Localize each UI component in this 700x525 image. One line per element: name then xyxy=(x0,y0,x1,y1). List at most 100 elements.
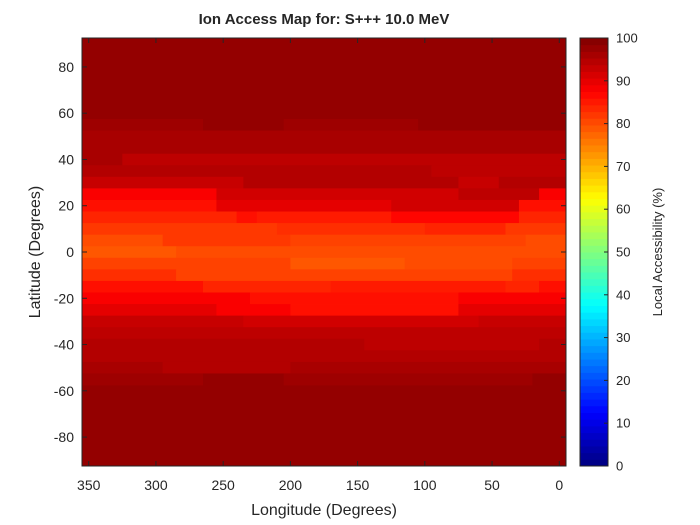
heatmap-cell xyxy=(518,211,567,224)
heatmap-cell xyxy=(162,234,238,247)
colorbar-swatch xyxy=(580,84,608,92)
heatmap-cell xyxy=(290,257,406,270)
heatmap-cell xyxy=(162,361,291,374)
colorbar-swatch xyxy=(580,305,608,313)
heatmap-cell xyxy=(283,118,419,131)
heatmap-cell xyxy=(82,234,164,247)
colorbar-swatch xyxy=(580,285,608,293)
heatmap-cell xyxy=(518,199,567,212)
colorbar-swatch xyxy=(580,198,608,206)
heatmap-cell xyxy=(458,176,500,189)
heatmap-cell xyxy=(82,338,365,351)
x-tick-label: 50 xyxy=(484,477,500,493)
colorbar-swatch xyxy=(580,345,608,353)
heatmap-cell xyxy=(256,211,392,224)
colorbar-swatch xyxy=(580,352,608,360)
colorbar-swatch xyxy=(580,211,608,220)
colorbar-swatch xyxy=(580,238,608,246)
colorbar-swatch xyxy=(580,71,608,79)
heatmap-cell xyxy=(290,234,527,247)
x-axis-label: Longitude (Degrees) xyxy=(251,502,397,519)
heatmap-cell xyxy=(391,211,520,224)
colorbar-tick-label: 100 xyxy=(616,31,638,46)
x-tick-label: 200 xyxy=(279,477,303,493)
heatmap-cell xyxy=(82,153,123,166)
colorbar-swatch xyxy=(580,124,608,133)
heatmap-cell xyxy=(250,292,459,305)
heatmap-cell xyxy=(82,292,251,305)
colorbar-swatch xyxy=(580,205,608,213)
colorbar-swatch xyxy=(580,312,608,320)
colorbar-tick-label: 50 xyxy=(616,245,630,260)
x-tick-label: 100 xyxy=(413,477,437,493)
heatmap-cell xyxy=(236,211,258,224)
heatmap-cell xyxy=(82,246,177,259)
chart-title: Ion Access Map for: S+++ 10.0 MeV xyxy=(199,11,450,28)
colorbar-swatch xyxy=(580,118,608,126)
heatmap-cell xyxy=(478,315,567,328)
colorbar-tick-label: 30 xyxy=(616,330,630,345)
heatmap-cell xyxy=(82,188,217,201)
colorbar-swatch xyxy=(580,145,608,153)
colorbar-swatch xyxy=(580,278,608,286)
colorbar-swatch xyxy=(580,445,608,454)
colorbar-tick-label: 60 xyxy=(616,202,630,217)
heatmap-cell xyxy=(290,304,459,317)
y-tick-label: -60 xyxy=(54,383,74,399)
heatmap-cell xyxy=(176,246,278,259)
heatmap-cell xyxy=(82,199,217,212)
colorbar-swatch xyxy=(580,332,608,340)
colorbar-swatch xyxy=(580,372,608,380)
colorbar-swatch xyxy=(580,225,608,233)
colorbar-swatch xyxy=(580,245,608,253)
colorbar-swatch xyxy=(580,218,608,226)
colorbar-tick-label: 20 xyxy=(616,373,630,388)
colorbar-swatch xyxy=(580,158,608,166)
colorbar-swatch xyxy=(580,111,608,119)
heatmap-cell xyxy=(82,304,217,317)
heatmap-cell xyxy=(424,223,506,236)
heatmap-cell xyxy=(82,176,244,189)
colorbar-swatch xyxy=(580,452,608,460)
heatmap-cell xyxy=(276,223,426,236)
colorbar-swatch xyxy=(580,138,608,146)
heatmap-cell xyxy=(216,188,459,201)
colorbar-swatch xyxy=(580,298,608,306)
colorbar-swatch xyxy=(580,392,608,400)
heatmap-cell xyxy=(82,315,244,328)
heatmap-cell xyxy=(539,280,567,293)
heatmap-cell xyxy=(82,211,238,224)
y-tick-label: -80 xyxy=(54,429,74,445)
y-axis-label: Latitude (Degrees) xyxy=(27,186,44,319)
colorbar-swatch xyxy=(580,91,608,99)
colorbar-swatch xyxy=(580,385,608,393)
heatmap-cell xyxy=(82,118,204,131)
colorbar-swatch xyxy=(580,98,608,106)
heatmap-cell xyxy=(458,188,540,201)
colorbar-swatch xyxy=(580,185,608,193)
heatmap-cell xyxy=(216,304,291,317)
heatmap-cell xyxy=(525,234,567,247)
axis-ticks: 350 300 250 200 150 100 50 0806040200-20-40-60-… xyxy=(54,38,566,493)
heatmap-cell xyxy=(82,257,291,270)
colorbar-swatch xyxy=(580,439,608,447)
heatmap-cell xyxy=(290,361,406,374)
heatmap-cell xyxy=(203,373,285,386)
colorbar-swatch xyxy=(580,38,608,46)
colorbar-swatch xyxy=(580,432,608,440)
y-tick-label: 0 xyxy=(66,244,74,260)
heatmap-cells xyxy=(82,38,567,467)
colorbar-swatch xyxy=(580,325,608,333)
colorbar-swatch xyxy=(580,425,608,434)
heatmap-cell xyxy=(82,130,567,155)
colorbar: 0 10 20 30 40 50 60 70 80 90 100 xyxy=(579,31,638,474)
colorbar-swatch xyxy=(580,178,608,186)
heatmap-cell xyxy=(391,199,520,212)
x-tick-label: 250 xyxy=(211,477,235,493)
y-tick-label: -40 xyxy=(54,337,74,353)
colorbar-swatch xyxy=(580,165,608,173)
colorbar-swatch xyxy=(580,51,608,59)
heatmap-cell xyxy=(458,292,567,305)
y-tick-label: -20 xyxy=(54,290,74,306)
